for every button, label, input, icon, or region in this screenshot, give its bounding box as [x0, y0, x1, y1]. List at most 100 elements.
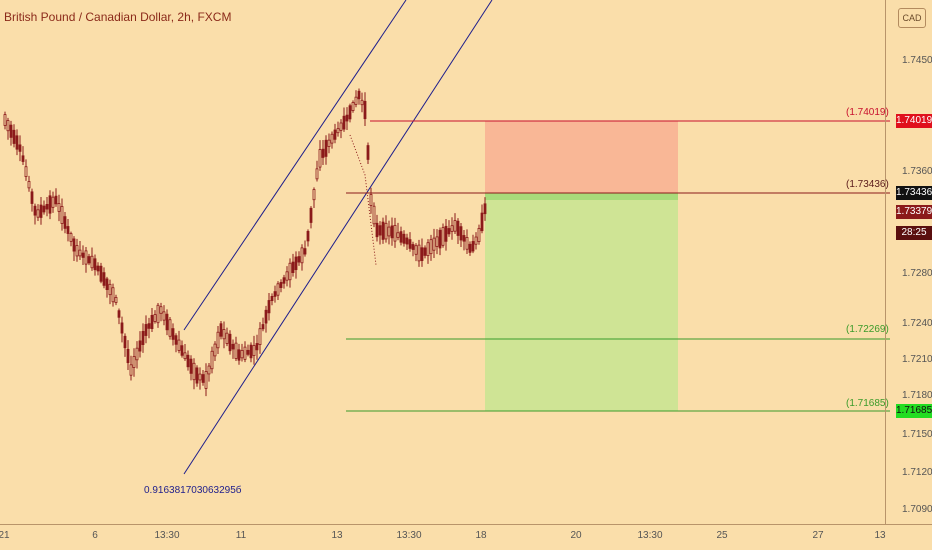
candle-body [420, 247, 424, 261]
x-tick: 21 [0, 530, 10, 541]
stop-level-label: (1.74019) [846, 107, 889, 118]
candle-body [153, 314, 157, 322]
candle-body [303, 248, 307, 255]
target-1-label: (1.72269) [846, 324, 889, 335]
candle-body [378, 225, 382, 236]
candle-body [168, 319, 172, 337]
candle-body [36, 209, 40, 218]
candle-body [57, 203, 61, 212]
price-axis-divider [885, 0, 886, 524]
candle-body [108, 283, 112, 296]
channel-upper-line[interactable] [183, 0, 407, 331]
candle-body [384, 222, 388, 240]
projection-dotted-line [349, 134, 377, 266]
candle-body [459, 226, 463, 241]
candle-body [390, 225, 394, 239]
currency-button[interactable]: CAD [898, 8, 926, 28]
candle-body [327, 139, 331, 147]
candle-body [417, 244, 421, 262]
candle-body [69, 233, 73, 242]
x-tick: 13 [331, 530, 343, 541]
candle-body [441, 227, 445, 246]
candle-body [213, 343, 217, 357]
candle-body [354, 96, 358, 105]
target-price-tag: 1.71685 [896, 404, 932, 418]
candle-body [267, 300, 271, 314]
candle-body [72, 238, 76, 252]
candle-body [285, 271, 289, 281]
candle-body [366, 145, 370, 160]
stop-loss-zone[interactable] [485, 121, 678, 193]
candle-body [333, 129, 337, 140]
take-profit-zone[interactable] [485, 193, 678, 411]
candle-body [414, 245, 418, 255]
candle-body [6, 120, 10, 132]
y-tick: 1.74500 [902, 55, 932, 66]
candle-body [102, 272, 106, 286]
candle-body [330, 133, 334, 144]
x-tick: 18 [475, 530, 487, 541]
y-tick: 1.72400 [902, 318, 932, 329]
candle-body [462, 235, 466, 242]
candle-body [273, 291, 277, 297]
candle-body [219, 323, 223, 337]
candle-body [321, 148, 325, 158]
candle-body [393, 224, 397, 242]
candle-body [405, 237, 409, 245]
candle-body [447, 228, 451, 235]
candle-body [360, 99, 364, 106]
candle-body [477, 227, 481, 243]
x-tick: 13:30 [396, 530, 422, 541]
candle-body [351, 102, 355, 111]
candle-body [165, 313, 169, 331]
candle-body [246, 349, 250, 355]
candle-body [171, 328, 175, 340]
candle-body [375, 222, 379, 238]
candle-body [381, 221, 385, 240]
candle-body [426, 242, 430, 257]
channel-lower-line[interactable] [183, 0, 493, 475]
candle-body [33, 205, 37, 216]
candle-body [147, 323, 151, 329]
candle-body [468, 243, 472, 253]
x-tick: 20 [570, 530, 582, 541]
candle-body [15, 135, 19, 150]
candle-body [66, 226, 70, 234]
candle-body [339, 122, 343, 131]
candle-body [435, 236, 439, 247]
candle-body [429, 239, 433, 255]
candle-body [324, 139, 328, 157]
stop-price-tag: 1.74019 [896, 114, 932, 128]
candle-body [21, 155, 25, 162]
candle-body [444, 225, 448, 242]
x-tick: 13:30 [637, 530, 663, 541]
candle-body [93, 258, 97, 271]
x-tick: 13:30 [154, 530, 180, 541]
candle-body [54, 195, 58, 205]
candle-body [132, 356, 136, 368]
candle-body [402, 233, 406, 244]
candle-body [180, 345, 184, 356]
candle-body [18, 144, 22, 152]
candle-body [201, 374, 205, 383]
candle-body [45, 204, 49, 210]
bid-price-tag: 1.73379 [896, 205, 932, 219]
candle-body [474, 236, 478, 245]
candle-body [216, 331, 220, 349]
candle-body [465, 237, 469, 250]
x-tick: 11 [235, 530, 247, 541]
candle-body [438, 229, 442, 249]
candle-body [144, 324, 148, 336]
y-tick: 1.71200 [902, 467, 932, 478]
candle-body [117, 310, 121, 318]
candle-body [111, 287, 115, 303]
candle-body [456, 220, 460, 236]
candle-body [174, 335, 178, 345]
candle-body [453, 220, 457, 232]
candle-body [300, 247, 304, 264]
candle-body [228, 333, 232, 352]
candle-body [306, 230, 310, 242]
candle-body [195, 367, 199, 384]
